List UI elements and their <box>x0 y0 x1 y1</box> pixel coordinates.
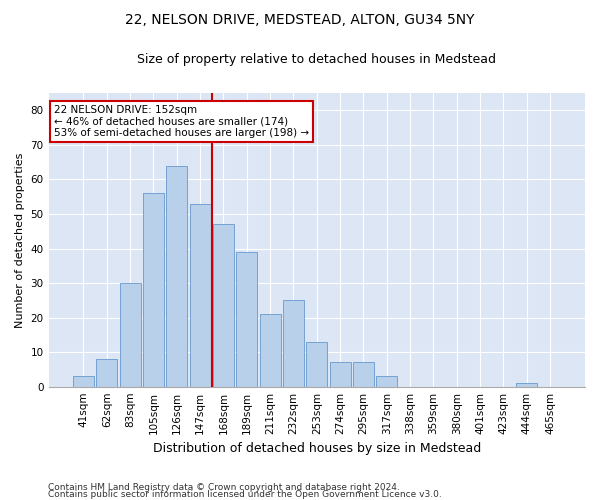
Bar <box>376 376 397 386</box>
Bar <box>260 314 281 386</box>
Bar <box>329 362 350 386</box>
Bar <box>190 204 211 386</box>
Bar <box>73 376 94 386</box>
Bar <box>283 300 304 386</box>
Bar <box>119 283 140 387</box>
Text: Contains HM Land Registry data © Crown copyright and database right 2024.: Contains HM Land Registry data © Crown c… <box>48 484 400 492</box>
Bar <box>166 166 187 386</box>
Bar <box>96 359 117 386</box>
X-axis label: Distribution of detached houses by size in Medstead: Distribution of detached houses by size … <box>152 442 481 455</box>
Bar <box>143 193 164 386</box>
Text: Contains public sector information licensed under the Open Government Licence v3: Contains public sector information licen… <box>48 490 442 499</box>
Text: 22 NELSON DRIVE: 152sqm
← 46% of detached houses are smaller (174)
53% of semi-d: 22 NELSON DRIVE: 152sqm ← 46% of detache… <box>54 105 309 138</box>
Bar <box>236 252 257 386</box>
Bar <box>516 383 537 386</box>
Y-axis label: Number of detached properties: Number of detached properties <box>15 152 25 328</box>
Bar <box>213 224 234 386</box>
Title: Size of property relative to detached houses in Medstead: Size of property relative to detached ho… <box>137 52 496 66</box>
Bar <box>353 362 374 386</box>
Bar <box>306 342 327 386</box>
Text: 22, NELSON DRIVE, MEDSTEAD, ALTON, GU34 5NY: 22, NELSON DRIVE, MEDSTEAD, ALTON, GU34 … <box>125 12 475 26</box>
